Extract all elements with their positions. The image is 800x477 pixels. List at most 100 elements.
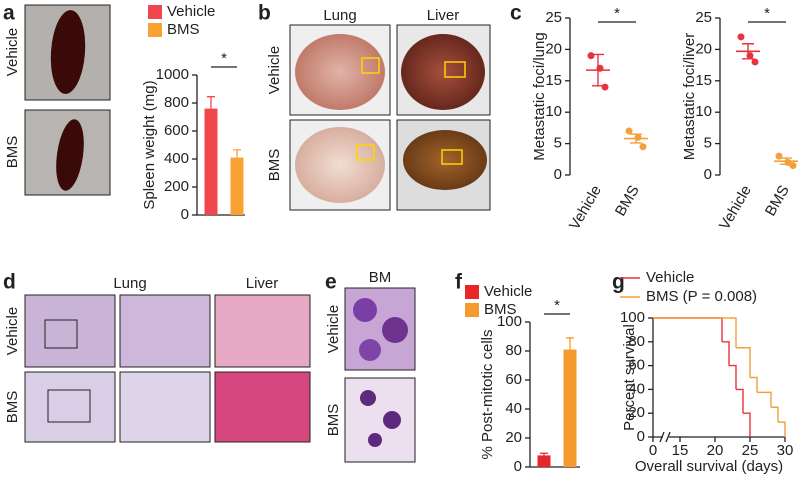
data-point [601, 83, 609, 91]
legend-label: BMS (P = 0.008) [646, 288, 757, 305]
row-label: Vehicle [325, 305, 342, 353]
y-tick-label: 200 [164, 178, 189, 195]
bar [563, 349, 577, 467]
y-tick-label: 25 [545, 9, 562, 26]
data-point [587, 52, 595, 60]
bar [537, 455, 551, 467]
y-tick-label: 400 [164, 150, 189, 167]
y-tick-label: 20 [505, 429, 522, 446]
column-label: Lung [323, 7, 356, 24]
y-tick-label: 0 [704, 166, 712, 183]
panel-letter: e [325, 271, 337, 294]
significance-label: * [764, 5, 770, 22]
significance-label: * [614, 5, 620, 22]
survival-step [771, 406, 779, 423]
row-label: BMS [4, 136, 21, 169]
data-point [751, 58, 759, 66]
y-tick-label: 0 [514, 458, 522, 475]
survival-step [743, 412, 751, 437]
y-axis-label: Metastatic foci/liver [681, 33, 698, 161]
y-tick-label: 600 [164, 122, 189, 139]
survival-step [757, 391, 772, 408]
y-tick-label: 80 [505, 342, 522, 359]
x-axis-label: Overall survival (days) [635, 458, 783, 475]
y-tick-label: 100 [497, 313, 522, 330]
error-bar [742, 43, 754, 60]
y-axis-label: % Post-mitotic cells [479, 329, 496, 459]
y-tick-label: 5 [704, 135, 712, 152]
error-bar [540, 452, 548, 456]
significance-label: * [221, 50, 227, 67]
y-tick-label: 40 [505, 400, 522, 417]
panel-images [24, 4, 491, 463]
data-point [639, 143, 647, 151]
bar [204, 108, 218, 215]
y-tick-label: 0 [554, 166, 562, 183]
y-tick-label: 40 [628, 380, 645, 397]
survival-step [750, 376, 758, 393]
y-tick-label: 20 [695, 40, 712, 57]
y-tick-label: 60 [628, 357, 645, 374]
y-tick-label: 60 [505, 371, 522, 388]
legend-label: BMS [167, 21, 200, 38]
survival-step [736, 388, 744, 414]
column-label: Lung [113, 275, 146, 292]
x-tick-label: Vehicle [716, 182, 755, 232]
row-label: BMS [4, 391, 21, 424]
x-tick-label: 15 [672, 442, 689, 459]
panel-letter: b [258, 2, 271, 25]
column-label: Liver [246, 275, 279, 292]
legend-swatch [148, 5, 162, 19]
y-tick-label: 20 [545, 40, 562, 57]
error-bar [233, 149, 241, 158]
y-axis-label: Metastatic foci/lung [531, 32, 548, 160]
data-point [789, 162, 797, 170]
panel-letter: f [455, 271, 463, 294]
panel-letter: d [3, 271, 16, 294]
legend-swatch [148, 23, 162, 37]
y-tick-label: 5 [554, 135, 562, 152]
y-tick-label: 0 [181, 206, 189, 223]
legend-label: Vehicle [646, 269, 694, 286]
y-tick-label: 25 [695, 9, 712, 26]
x-tick-label: 25 [742, 442, 759, 459]
y-tick-label: 0 [637, 428, 645, 445]
error-bar [207, 96, 215, 109]
y-tick-label: 10 [695, 103, 712, 120]
x-axis [653, 431, 785, 443]
y-axis-label: Spleen weight (mg) [141, 80, 158, 209]
row-label: Vehicle [4, 307, 21, 355]
survival-step [653, 317, 737, 348]
y-tick-label: 100 [620, 309, 645, 326]
row-label: Vehicle [266, 46, 283, 94]
x-tick-label: BMS [612, 182, 643, 219]
legend-swatch [465, 303, 479, 317]
row-label: BMS [266, 149, 283, 182]
x-tick-label: Vehicle [566, 182, 605, 232]
survival-step [736, 347, 751, 378]
y-tick-label: 20 [628, 404, 645, 421]
data-point [625, 127, 633, 135]
legend-label: Vehicle [167, 3, 215, 20]
bar [230, 157, 244, 215]
y-tick-label: 800 [164, 94, 189, 111]
panel-letter: c [510, 2, 522, 25]
column-label: BM [369, 269, 392, 286]
column-label: Liver [427, 7, 460, 24]
y-tick-label: 15 [695, 72, 712, 89]
y-tick-label: 80 [628, 333, 645, 350]
significance-label: * [554, 297, 560, 314]
survival-step [729, 364, 737, 390]
survival-step [722, 341, 730, 366]
error-bar [630, 133, 642, 144]
survival-step [778, 421, 786, 437]
row-label: BMS [325, 404, 342, 437]
panel-letter: g [612, 271, 625, 294]
panel-letter: a [3, 2, 15, 25]
error-bar [780, 157, 792, 166]
x-tick-label: 30 [777, 442, 794, 459]
legend-label: BMS [484, 301, 517, 318]
labels: a b c d e f g Vehicle BMS Lung Liver Veh… [3, 2, 625, 437]
x-tick-label: BMS [762, 182, 793, 219]
